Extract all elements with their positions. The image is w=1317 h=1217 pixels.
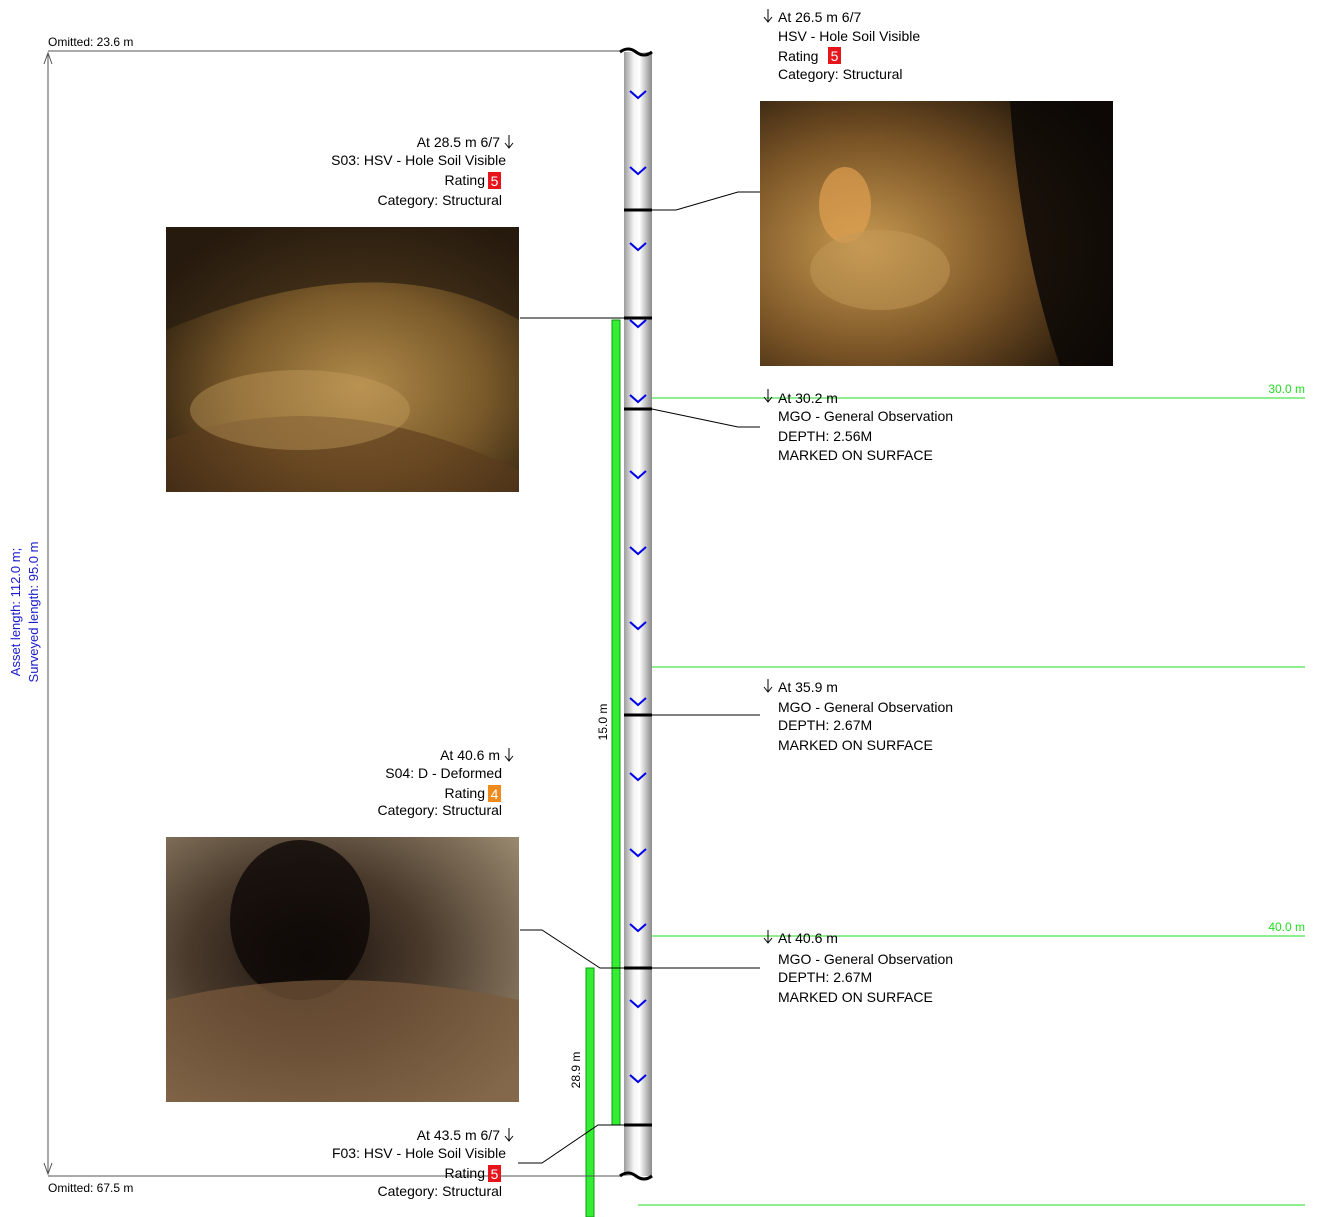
obs-rating: 5 [831,48,839,64]
obs-depth: DEPTH: 2.56M [778,428,872,444]
flow-chevron-icon [629,90,647,100]
arrow-down-icon [504,1128,514,1142]
obs-rating-label: Rating [445,785,485,801]
obs-at: At 26.5 m 6/7 [778,9,861,25]
length-summary: Asset length: 112.0 m; Surveyed length: … [8,542,41,683]
obs-at: At 40.6 m [778,930,838,946]
flow-chevron-icon [629,470,647,480]
flow-chevron-icon [629,546,647,556]
obs-at: At 35.9 m [778,679,838,695]
rating-badge [828,47,841,64]
flow-chevron-icon [629,848,647,858]
obs-code: HSV - Hole Soil Visible [778,28,920,44]
obs-category: Category: Structural [778,66,903,82]
observation-left-40-6: At 40.6 m S04: D - Deformed Rating 4 Cat… [378,747,514,818]
observation-right-40-6: At 40.6 m MGO - General Observation DEPT… [763,930,953,1005]
distance-marker-30: 30.0 m [1268,382,1305,396]
arrow-down-icon [504,748,514,762]
camera-image-26-5 [760,101,1113,366]
obs-rating-label: Rating [445,172,485,188]
obs-depth: DEPTH: 2.67M [778,717,872,733]
surveyed-length-label: Surveyed length: 95.0 m [26,542,41,683]
span-bar-outer [585,967,595,1217]
obs-at: At 40.6 m [440,747,500,763]
camera-image-28-5 [166,227,519,492]
arrow-down-icon [763,9,773,23]
flow-chevron-icon [629,319,647,329]
obs-rating: 5 [491,173,499,189]
omitted-top-label: Omitted: 23.6 m [48,35,133,49]
obs-code: MGO - General Observation [778,408,953,424]
span-inner-label: 15.0 m [596,704,610,741]
omitted-bottom-label: Omitted: 67.5 m [48,1181,133,1195]
pipe-break-top-icon [619,47,653,57]
obs-category: Category: Structural [378,192,503,208]
obs-category: Category: Structural [378,802,503,818]
obs-rating-label: Rating [778,48,818,64]
pipe-break-bottom-icon [619,1171,653,1181]
obs-depth: DEPTH: 2.67M [778,969,872,985]
obs-at: At 28.5 m 6/7 [417,134,500,150]
arrow-down-icon [504,135,514,149]
observation-left-28-5: At 28.5 m 6/7 S03: HSV - Hole Soil Visib… [331,134,514,208]
flow-chevron-icon [629,697,647,707]
obs-category: Category: Structural [378,1183,503,1199]
flow-chevron-icon [629,394,647,404]
observation-right-35-9: At 35.9 m MGO - General Observation DEPT… [763,679,953,753]
rating-badge [488,172,501,189]
obs-note: MARKED ON SURFACE [778,737,933,753]
span-bar-inner [611,319,621,1126]
flow-chevron-icon [629,772,647,782]
leader-lines [514,191,760,1177]
flow-chevron-icon [629,166,647,176]
obs-code: S04: D - Deformed [385,765,502,781]
obs-note: MARKED ON SURFACE [778,447,933,463]
flow-chevron-icon [629,923,647,933]
distance-marker-40: 40.0 m [1268,920,1305,934]
obs-code: S03: HSV - Hole Soil Visible [331,152,506,168]
observation-right-30-2: At 30.2 m MGO - General Observation DEPT… [763,389,953,463]
obs-rating-label: Rating [445,1165,485,1181]
arrow-down-icon [763,679,773,693]
obs-note: MARKED ON SURFACE [778,989,933,1005]
observation-left-43-5: At 43.5 m 6/7 F03: HSV - Hole Soil Visib… [332,1127,514,1199]
flow-chevron-icon [629,242,647,252]
obs-at: At 30.2 m [778,390,838,406]
asset-length-label: Asset length: 112.0 m; [8,548,23,676]
camera-image-40-6 [166,837,519,1102]
flow-chevron-icon [629,999,647,1009]
flow-direction-icons [629,90,647,1084]
obs-code: MGO - General Observation [778,951,953,967]
arrow-down-icon [763,389,773,403]
rating-badge [488,1165,501,1182]
obs-at: At 43.5 m 6/7 [417,1127,500,1143]
flow-chevron-icon [629,1074,647,1084]
rating-badge [488,785,501,802]
observation-right-26-5: At 26.5 m 6/7 HSV - Hole Soil Visible Ra… [763,9,920,82]
flow-chevron-icon [629,621,647,631]
observation-ticks [624,208,652,1127]
span-outer-label: 28.9 m [569,1052,583,1089]
arrow-down-icon [763,930,773,944]
obs-rating: 5 [491,1166,499,1182]
obs-code: MGO - General Observation [778,699,953,715]
distance-lines [638,397,1305,1206]
obs-rating: 4 [491,786,499,802]
pipe [619,47,653,1181]
obs-code: F03: HSV - Hole Soil Visible [332,1145,506,1161]
